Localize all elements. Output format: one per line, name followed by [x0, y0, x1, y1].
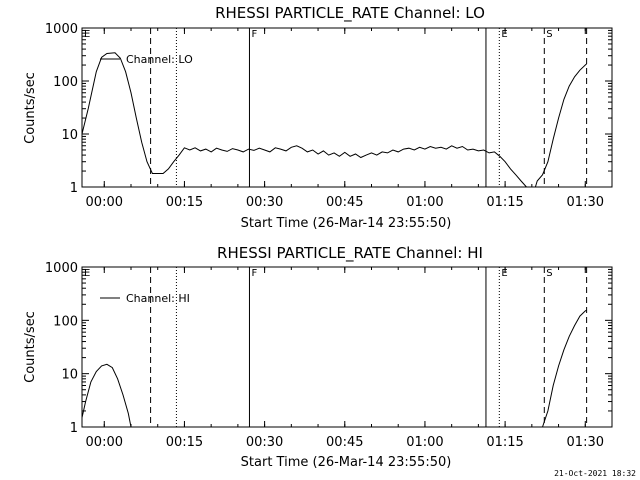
lo-x-tick-label-3: 00:45 — [326, 195, 363, 210]
hi-channel-panel: RHESSI PARTICLE_RATE Channel: HI Counts/… — [23, 244, 613, 470]
generated-timestamp: 21-Oct-2021 18:32 — [554, 469, 636, 478]
lo-marker-label-3: F — [251, 29, 257, 40]
lo-y-axis-label: Counts/sec — [23, 72, 38, 144]
hi-marker-label-6: S — [546, 268, 552, 279]
lo-legend-label: Channel: LO — [126, 53, 193, 66]
hi-axis-ticks: 00:00 00:15 00:30 00:45 01:00 01:15 01:30 1 10 10… — [45, 261, 613, 450]
lo-x-tick-label-1: 00:15 — [166, 195, 203, 210]
hi-x-tick-label-3: 00:45 — [326, 435, 363, 450]
lo-marker-label-6: S — [546, 29, 552, 40]
lo-y-tick-label-2: 100 — [53, 75, 78, 90]
lo-x-axis-label: Start Time (26-Mar-14 23:55:50) — [241, 216, 452, 231]
lo-x-tick-label-2: 00:30 — [246, 195, 283, 210]
lo-series-line-0-segment-0 — [81, 52, 527, 188]
lo-series-line-0-segment-1 — [534, 63, 587, 188]
lo-chart-title: RHESSI PARTICLE_RATE Channel: LO — [215, 4, 485, 23]
lo-series-group — [81, 52, 587, 188]
hi-chart-title: RHESSI PARTICLE_RATE Channel: HI — [217, 244, 483, 263]
lo-x-tick-label-4: 01:00 — [406, 195, 443, 210]
lo-y-tick-label-3: 1000 — [45, 22, 78, 37]
lo-marker-label-0: E — [84, 29, 90, 40]
lo-y-tick-label-0: 1 — [70, 181, 78, 196]
hi-x-tick-label-2: 00:30 — [246, 435, 283, 450]
hi-y-axis-label: Counts/sec — [23, 311, 38, 383]
hi-legend-label: Channel: HI — [126, 292, 190, 305]
hi-marker-label-3: F — [251, 268, 257, 279]
hi-y-tick-label-0: 1 — [70, 421, 78, 436]
lo-x-tick-label-6: 01:30 — [567, 195, 604, 210]
lo-axis-ticks: 00:00 00:15 00:30 00:45 01:00 01:15 01:30 1 10 10… — [45, 22, 613, 210]
lo-x-tick-label-5: 01:15 — [486, 195, 523, 210]
hi-x-tick-label-1: 00:15 — [166, 435, 203, 450]
hi-x-tick-label-5: 01:15 — [486, 435, 523, 450]
lo-x-tick-label-0: 00:00 — [86, 195, 123, 210]
hi-x-axis-label: Start Time (26-Mar-14 23:55:50) — [241, 455, 452, 470]
lo-marker-label-5: E — [501, 29, 507, 40]
hi-y-tick-label-3: 1000 — [45, 261, 78, 276]
hi-x-tick-label-0: 00:00 — [86, 435, 123, 450]
hi-x-tick-label-6: 01:30 — [567, 435, 604, 450]
hi-series-group — [81, 309, 587, 428]
lo-channel-panel: RHESSI PARTICLE_RATE Channel: LO Counts/… — [23, 4, 613, 231]
hi-series-line-0-segment-1 — [542, 309, 587, 428]
hi-marker-label-0: E — [84, 268, 90, 279]
hi-x-tick-label-4: 01:00 — [406, 435, 443, 450]
hi-y-tick-label-1: 10 — [61, 368, 78, 383]
hi-marker-label-5: E — [501, 268, 507, 279]
hi-series-line-0-segment-0 — [81, 363, 132, 428]
hi-y-tick-label-2: 100 — [53, 314, 78, 329]
lo-y-tick-label-1: 10 — [61, 128, 78, 143]
